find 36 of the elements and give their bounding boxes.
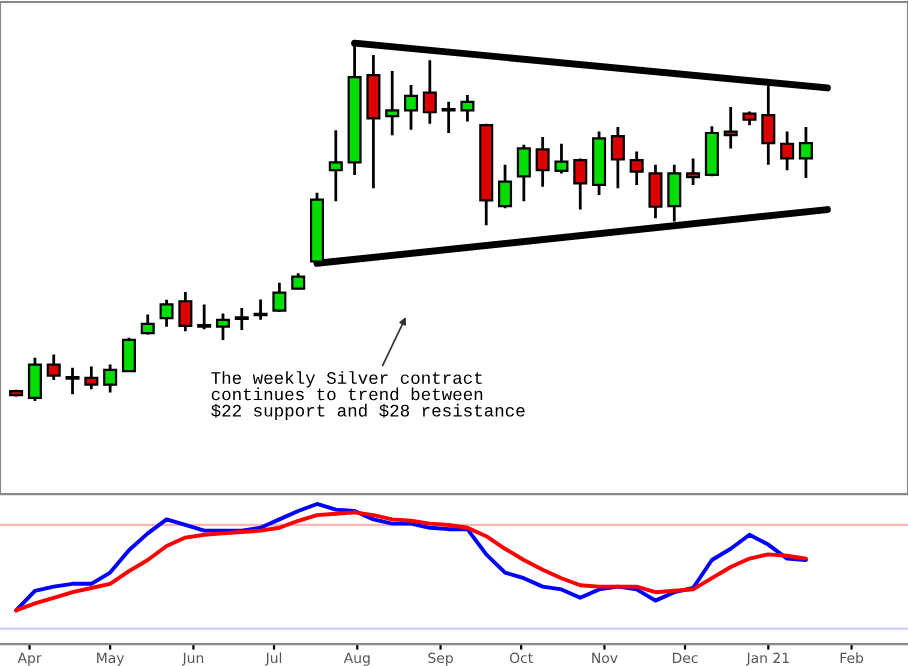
candlestick (253, 298, 268, 322)
candlestick (178, 290, 193, 333)
candlestick (629, 150, 644, 187)
candlestick (592, 130, 607, 197)
candlestick (46, 353, 61, 382)
candlestick (121, 336, 136, 374)
candlestick (554, 142, 569, 175)
candlestick (385, 69, 400, 137)
candlestick (780, 130, 795, 172)
candlestick (328, 128, 343, 203)
candlestick (798, 125, 813, 180)
candlestick (27, 356, 42, 403)
candlestick (441, 100, 456, 135)
candlestick (460, 93, 475, 123)
candlestick (140, 313, 155, 336)
candlestick (498, 163, 513, 210)
candlestick (723, 105, 738, 150)
annotation: The weekly Silver contract continues to trend between $22 support and $28 resistance (211, 371, 525, 421)
candlestick (84, 365, 99, 391)
candlestick (535, 135, 550, 189)
candlestick (103, 363, 118, 394)
candlestick (159, 298, 174, 329)
candlestick (215, 312, 230, 342)
candlestick (648, 163, 663, 220)
candlestick (704, 124, 719, 178)
candlestick (197, 303, 212, 331)
candlestick (404, 83, 419, 132)
candlestick (686, 157, 701, 187)
candlestick (366, 53, 381, 190)
candlestick (516, 143, 531, 203)
candlestick (422, 58, 437, 126)
candlestick (272, 281, 287, 314)
candlestick (610, 125, 625, 190)
candlestick (234, 306, 249, 332)
candlestick (65, 366, 80, 396)
candlestick (573, 157, 588, 211)
